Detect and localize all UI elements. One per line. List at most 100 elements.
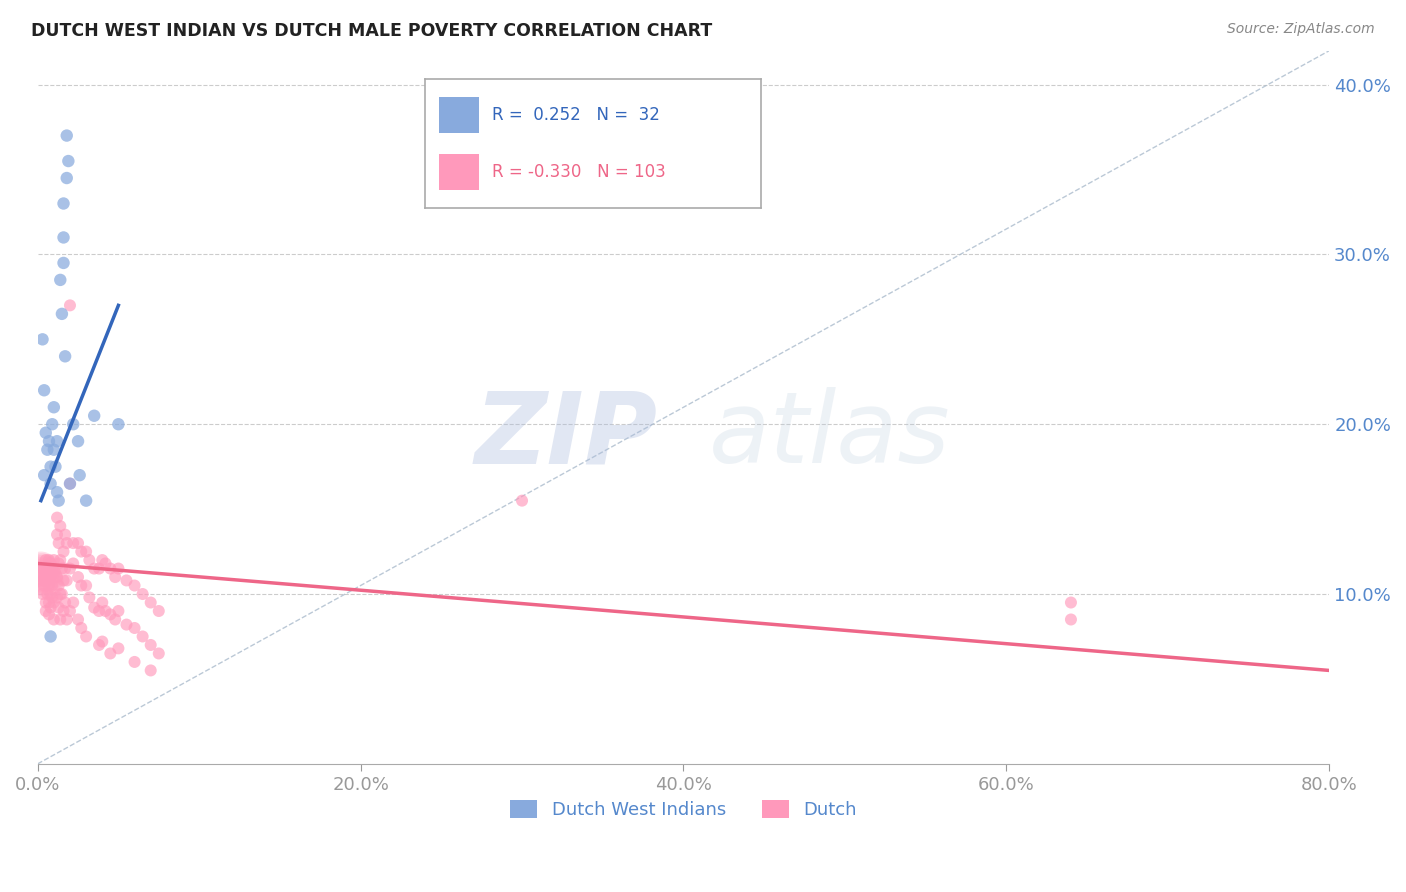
Point (35, 574, 58, 588)
Point (35, 425, 58, 440)
Point (51, 307, 73, 321)
Point (55, 613, 77, 627)
Point (62, 595, 84, 609)
Point (35, 566, 58, 581)
Point (42, 553, 65, 567)
Point (32, 570, 55, 584)
Point (55, 171, 77, 186)
Point (55, 536, 77, 550)
Point (53, 595, 76, 609)
Point (30, 561, 52, 575)
Point (62, 417, 84, 432)
Point (49, 613, 72, 627)
Point (38, 607, 60, 622)
Point (87, 638, 110, 652)
Point (46, 434, 69, 449)
Point (69, 468, 91, 483)
Point (39, 600, 62, 615)
Point (39, 587, 62, 601)
Point (52, 574, 75, 588)
Point (52, 256, 75, 270)
Point (31, 332, 53, 346)
Point (42, 613, 65, 627)
Point (107, 604, 129, 618)
Point (46, 591, 69, 605)
Point (510, 493, 533, 508)
Point (55, 574, 77, 588)
Point (38, 578, 60, 592)
Point (46, 485, 69, 500)
Point (42, 595, 65, 609)
Point (83, 600, 105, 615)
Text: DUTCH WEST INDIAN VS DUTCH MALE POVERTY CORRELATION CHART: DUTCH WEST INDIAN VS DUTCH MALE POVERTY … (31, 22, 713, 40)
Point (53, 527, 76, 541)
Point (48, 493, 70, 508)
Point (1060, 613, 1083, 627)
Point (37, 442, 59, 457)
Point (32, 568, 55, 582)
Point (39, 570, 62, 584)
Point (49, 519, 72, 533)
Point (42, 566, 65, 581)
Point (91, 553, 114, 567)
Point (131, 630, 153, 644)
Point (59, 476, 82, 491)
Point (139, 595, 162, 609)
Point (32, 468, 55, 483)
Point (124, 578, 146, 592)
Point (53, 561, 76, 575)
Point (59, 298, 82, 312)
Point (107, 641, 129, 656)
Point (115, 617, 138, 632)
Point (41, 591, 63, 605)
Point (31, 587, 53, 601)
Point (91, 595, 114, 609)
Point (32, 384, 55, 398)
Point (37, 587, 59, 601)
Point (42, 401, 65, 415)
Point (58, 154, 80, 169)
Point (46, 570, 69, 584)
Point (107, 561, 129, 575)
Point (83, 561, 105, 575)
Point (70, 544, 93, 558)
Point (31, 565, 53, 579)
Point (59, 476, 82, 491)
Point (38, 553, 60, 567)
Point (52, 604, 75, 618)
Point (52, 230, 75, 244)
Point (59, 561, 82, 575)
Point (67, 613, 90, 627)
Point (87, 561, 110, 575)
Point (75, 493, 97, 508)
Point (32, 574, 55, 588)
Point (51, 561, 73, 575)
Point (79, 591, 101, 605)
Point (48, 557, 70, 571)
Point (39, 630, 62, 644)
Point (48, 578, 70, 592)
Point (35, 553, 58, 567)
Point (38, 595, 60, 609)
Point (59, 604, 82, 618)
Point (41, 578, 63, 592)
Point (39, 557, 62, 571)
Point (37, 574, 59, 588)
Point (70, 621, 93, 635)
Point (107, 417, 129, 432)
Point (124, 655, 146, 669)
Point (39, 459, 62, 474)
Point (79, 553, 101, 567)
Point (32, 578, 55, 592)
Point (55, 128, 77, 143)
Point (48, 600, 70, 615)
Text: atlas: atlas (709, 387, 950, 484)
Point (94, 557, 117, 571)
Point (34, 570, 56, 584)
Point (94, 604, 117, 618)
Point (148, 647, 170, 661)
Point (1060, 595, 1083, 609)
Point (49, 553, 72, 567)
Point (37, 561, 59, 575)
Point (31, 561, 53, 575)
